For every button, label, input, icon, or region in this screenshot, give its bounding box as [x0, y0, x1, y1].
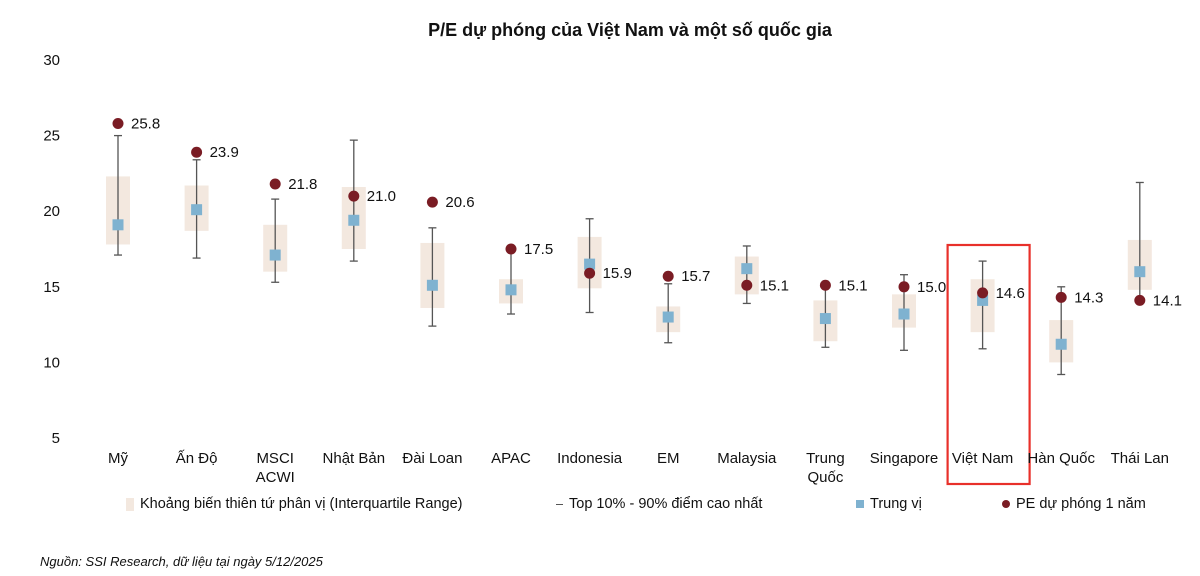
- median-marker: [1134, 266, 1146, 278]
- median-marker: [191, 204, 203, 216]
- x-tick-label: Ấn Độ: [176, 450, 218, 467]
- legend-swatch-square: [856, 500, 864, 508]
- x-tick-label: Trung: [806, 450, 845, 467]
- median-marker: [505, 284, 517, 296]
- pe-data-label: 14.6: [996, 285, 1025, 302]
- pe-data-label: 23.9: [210, 144, 239, 161]
- pe-data-label: 15.0: [917, 279, 946, 296]
- x-tick-label: EM: [657, 450, 680, 467]
- x-tick-label: Hàn Quốc: [1027, 450, 1095, 467]
- median-marker: [819, 313, 831, 325]
- legend-swatch-box: [126, 497, 134, 511]
- median-marker: [426, 279, 438, 291]
- y-tick-label: 20: [43, 203, 60, 220]
- legend-item-whisker: Top 10% - 90% điểm cao nhất: [556, 496, 856, 512]
- legend-item-pe: PE dự phóng 1 năm: [1002, 496, 1146, 512]
- median-marker: [269, 249, 281, 261]
- legend-label: PE dự phóng 1 năm: [1016, 496, 1146, 512]
- median-marker: [348, 214, 360, 226]
- pe-marker: [584, 267, 596, 279]
- median-marker: [584, 258, 596, 270]
- pe-marker: [426, 196, 438, 208]
- median-marker: [898, 308, 910, 320]
- pe-marker: [662, 270, 674, 282]
- pe-marker: [505, 243, 517, 255]
- x-tick-label: APAC: [491, 450, 531, 467]
- pe-marker: [1055, 291, 1067, 303]
- pe-marker: [112, 118, 124, 130]
- legend-label: Top 10% - 90% điểm cao nhất: [569, 496, 763, 512]
- y-tick-label: 15: [43, 279, 60, 296]
- pe-marker: [348, 190, 360, 202]
- pe-marker: [819, 279, 831, 291]
- x-tick-label: Thái Lan: [1111, 450, 1169, 467]
- x-tick-label: Nhật Bản: [323, 450, 386, 467]
- median-marker: [112, 219, 124, 231]
- pe-marker: [191, 146, 203, 158]
- pe-data-label: 21.8: [288, 176, 317, 193]
- y-tick-label: 10: [43, 354, 60, 371]
- y-tick-label: 30: [43, 52, 60, 69]
- legend-swatch-line: [556, 503, 563, 505]
- pe-data-label: 25.8: [131, 116, 160, 133]
- median-marker: [741, 263, 753, 275]
- pe-marker: [741, 279, 753, 291]
- pe-data-label: 14.1: [1153, 292, 1182, 309]
- legend-swatch-circle: [1002, 500, 1010, 508]
- pe-data-label: 21.0: [367, 188, 396, 205]
- median-marker: [977, 294, 989, 306]
- pe-data-label: 20.6: [445, 194, 474, 211]
- legend-label: Trung vị: [870, 496, 922, 512]
- x-tick-label: Singapore: [870, 450, 938, 467]
- x-tick-label: Malaysia: [717, 450, 777, 467]
- x-tick-label: Mỹ: [108, 450, 128, 467]
- pe-data-label: 15.9: [603, 265, 632, 282]
- pe-data-label: 15.1: [760, 277, 789, 294]
- highlight-box: [946, 243, 1031, 486]
- median-marker: [1055, 338, 1067, 350]
- legend-item-iqr: Khoảng biến thiên tứ phân vị (Interquart…: [126, 496, 556, 512]
- median-marker: [662, 311, 674, 323]
- x-tick-label: ACWI: [256, 469, 295, 486]
- pe-marker: [269, 178, 281, 190]
- pe-marker: [977, 287, 989, 299]
- y-tick-label: 25: [43, 128, 60, 145]
- legend-item-median: Trung vị: [856, 496, 1002, 512]
- source-note: Nguồn: SSI Research, dữ liệu tại ngày 5/…: [40, 554, 323, 569]
- legend: Khoảng biến thiên tứ phân vị (Interquart…: [126, 496, 1146, 512]
- x-tick-label: Việt Nam: [952, 450, 1013, 467]
- x-tick-label: MSCI: [256, 450, 294, 467]
- pe-data-label: 17.5: [524, 241, 553, 258]
- pe-data-label: 15.1: [838, 277, 867, 294]
- x-tick-label: Quốc: [807, 469, 843, 486]
- pe-marker: [1134, 294, 1146, 306]
- x-tick-label: Indonesia: [557, 450, 623, 467]
- pe-data-label: 14.3: [1074, 289, 1103, 306]
- y-tick-label: 5: [52, 430, 60, 447]
- x-tick-label: Đài Loan: [402, 450, 462, 467]
- pe-marker: [898, 281, 910, 293]
- chart-title: P/E dự phóng của Việt Nam và một số quốc…: [428, 20, 832, 40]
- pe-data-label: 15.7: [681, 268, 710, 285]
- legend-label: Khoảng biến thiên tứ phân vị (Interquart…: [140, 496, 463, 512]
